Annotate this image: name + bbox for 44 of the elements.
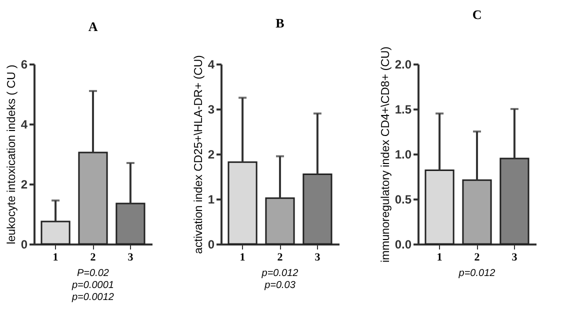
x-tick-label: 3	[512, 252, 518, 264]
x-tick-label: 1	[436, 252, 442, 264]
chart-title: B	[276, 16, 285, 31]
bar	[116, 202, 146, 245]
y-tick-label: 2.0	[394, 58, 412, 72]
y-tick-label: 2	[208, 148, 215, 162]
y-axis-title: leukocyte intoxication indeks ( CU )	[6, 64, 18, 244]
y-tick-label: 2	[20, 178, 28, 192]
y-tick-label: 0.5	[394, 192, 412, 206]
bar	[462, 179, 492, 245]
bar	[424, 169, 454, 245]
chart-title: A	[88, 19, 98, 34]
x-tick-label: 1	[52, 252, 58, 264]
y-tick-label: 6	[20, 58, 28, 72]
y-axis-title: activation index CD25+\HLA-DR+ (CU)	[192, 54, 205, 254]
y-tick-label: 1	[208, 192, 215, 206]
text: p=0.012	[260, 268, 299, 279]
x-tick-label: 3	[128, 252, 134, 264]
y-axis-title: immunoregulatory index CD4+\CD8+ (CU)	[380, 46, 392, 263]
text: p=0.0001	[71, 280, 114, 291]
bar	[40, 220, 70, 245]
x-tick-label: 2	[277, 252, 284, 264]
bar	[265, 197, 295, 245]
y-tick-label: 0.0	[394, 238, 412, 252]
bar	[500, 158, 530, 245]
y-tick-label: 0	[208, 238, 215, 252]
bar	[78, 152, 108, 245]
y-tick-label: 3	[208, 102, 215, 116]
text: P=0.02	[77, 268, 110, 279]
y-tick-label: 0	[20, 238, 28, 252]
y-tick-label: 1.0	[394, 148, 412, 162]
chart-title: C	[472, 6, 482, 22]
x-tick-label: 3	[314, 252, 321, 264]
y-tick-label: 1.5	[394, 102, 412, 116]
x-tick-label: 2	[90, 252, 96, 264]
x-tick-label: 1	[240, 252, 246, 264]
bar	[228, 161, 258, 245]
text: p=0.03	[264, 280, 296, 291]
y-tick-label: 4	[20, 118, 28, 132]
text: p=0.0012	[71, 292, 114, 303]
y-tick-label: 4	[208, 58, 215, 72]
bar	[302, 174, 332, 245]
text: p=0.012	[458, 268, 496, 279]
x-tick-label: 2	[474, 252, 480, 264]
